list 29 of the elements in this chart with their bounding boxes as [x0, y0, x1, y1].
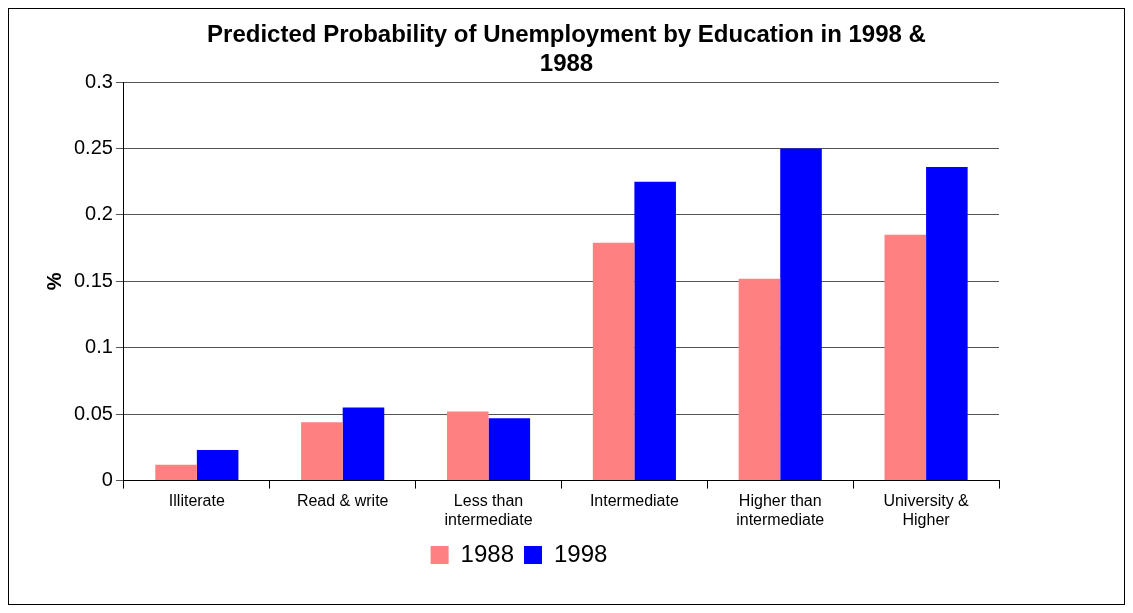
x-tick-label: Intermediate [589, 491, 679, 509]
bar [488, 418, 531, 481]
bar [634, 181, 676, 481]
bar [342, 407, 385, 481]
legend-label: 1988 [460, 539, 514, 567]
x-tick-label: University & Higher [883, 491, 970, 528]
y-axis-title: % [42, 272, 65, 291]
y-tick-label: 0.1 [85, 335, 113, 358]
chart-title: Predicted Probability of Unemployment by Education in 1998 & 1988 [206, 19, 927, 77]
y-tick-label: 0.15 [73, 268, 113, 291]
bar [155, 464, 197, 481]
y-tick-label: 0.25 [73, 135, 113, 158]
y-tick-label: 0.05 [73, 401, 113, 424]
x-tick-label: Higher than intermediate [736, 491, 825, 528]
bar [446, 411, 489, 481]
bar [301, 422, 343, 481]
x-tick-label: Less than intermediate [444, 491, 533, 528]
bar [780, 148, 822, 481]
x-tick-label: Illiterate [168, 491, 225, 509]
y-tick-label: 0.2 [85, 202, 113, 225]
bar [926, 167, 968, 481]
bar [196, 450, 239, 481]
x-tick-label: Read & write [296, 491, 389, 509]
bar [738, 278, 781, 481]
y-tick-label: 0.3 [85, 69, 113, 92]
bar [884, 234, 927, 481]
y-tick-label: 0 [101, 468, 113, 491]
bar [592, 242, 635, 481]
legend-label: 1998 [554, 539, 608, 567]
